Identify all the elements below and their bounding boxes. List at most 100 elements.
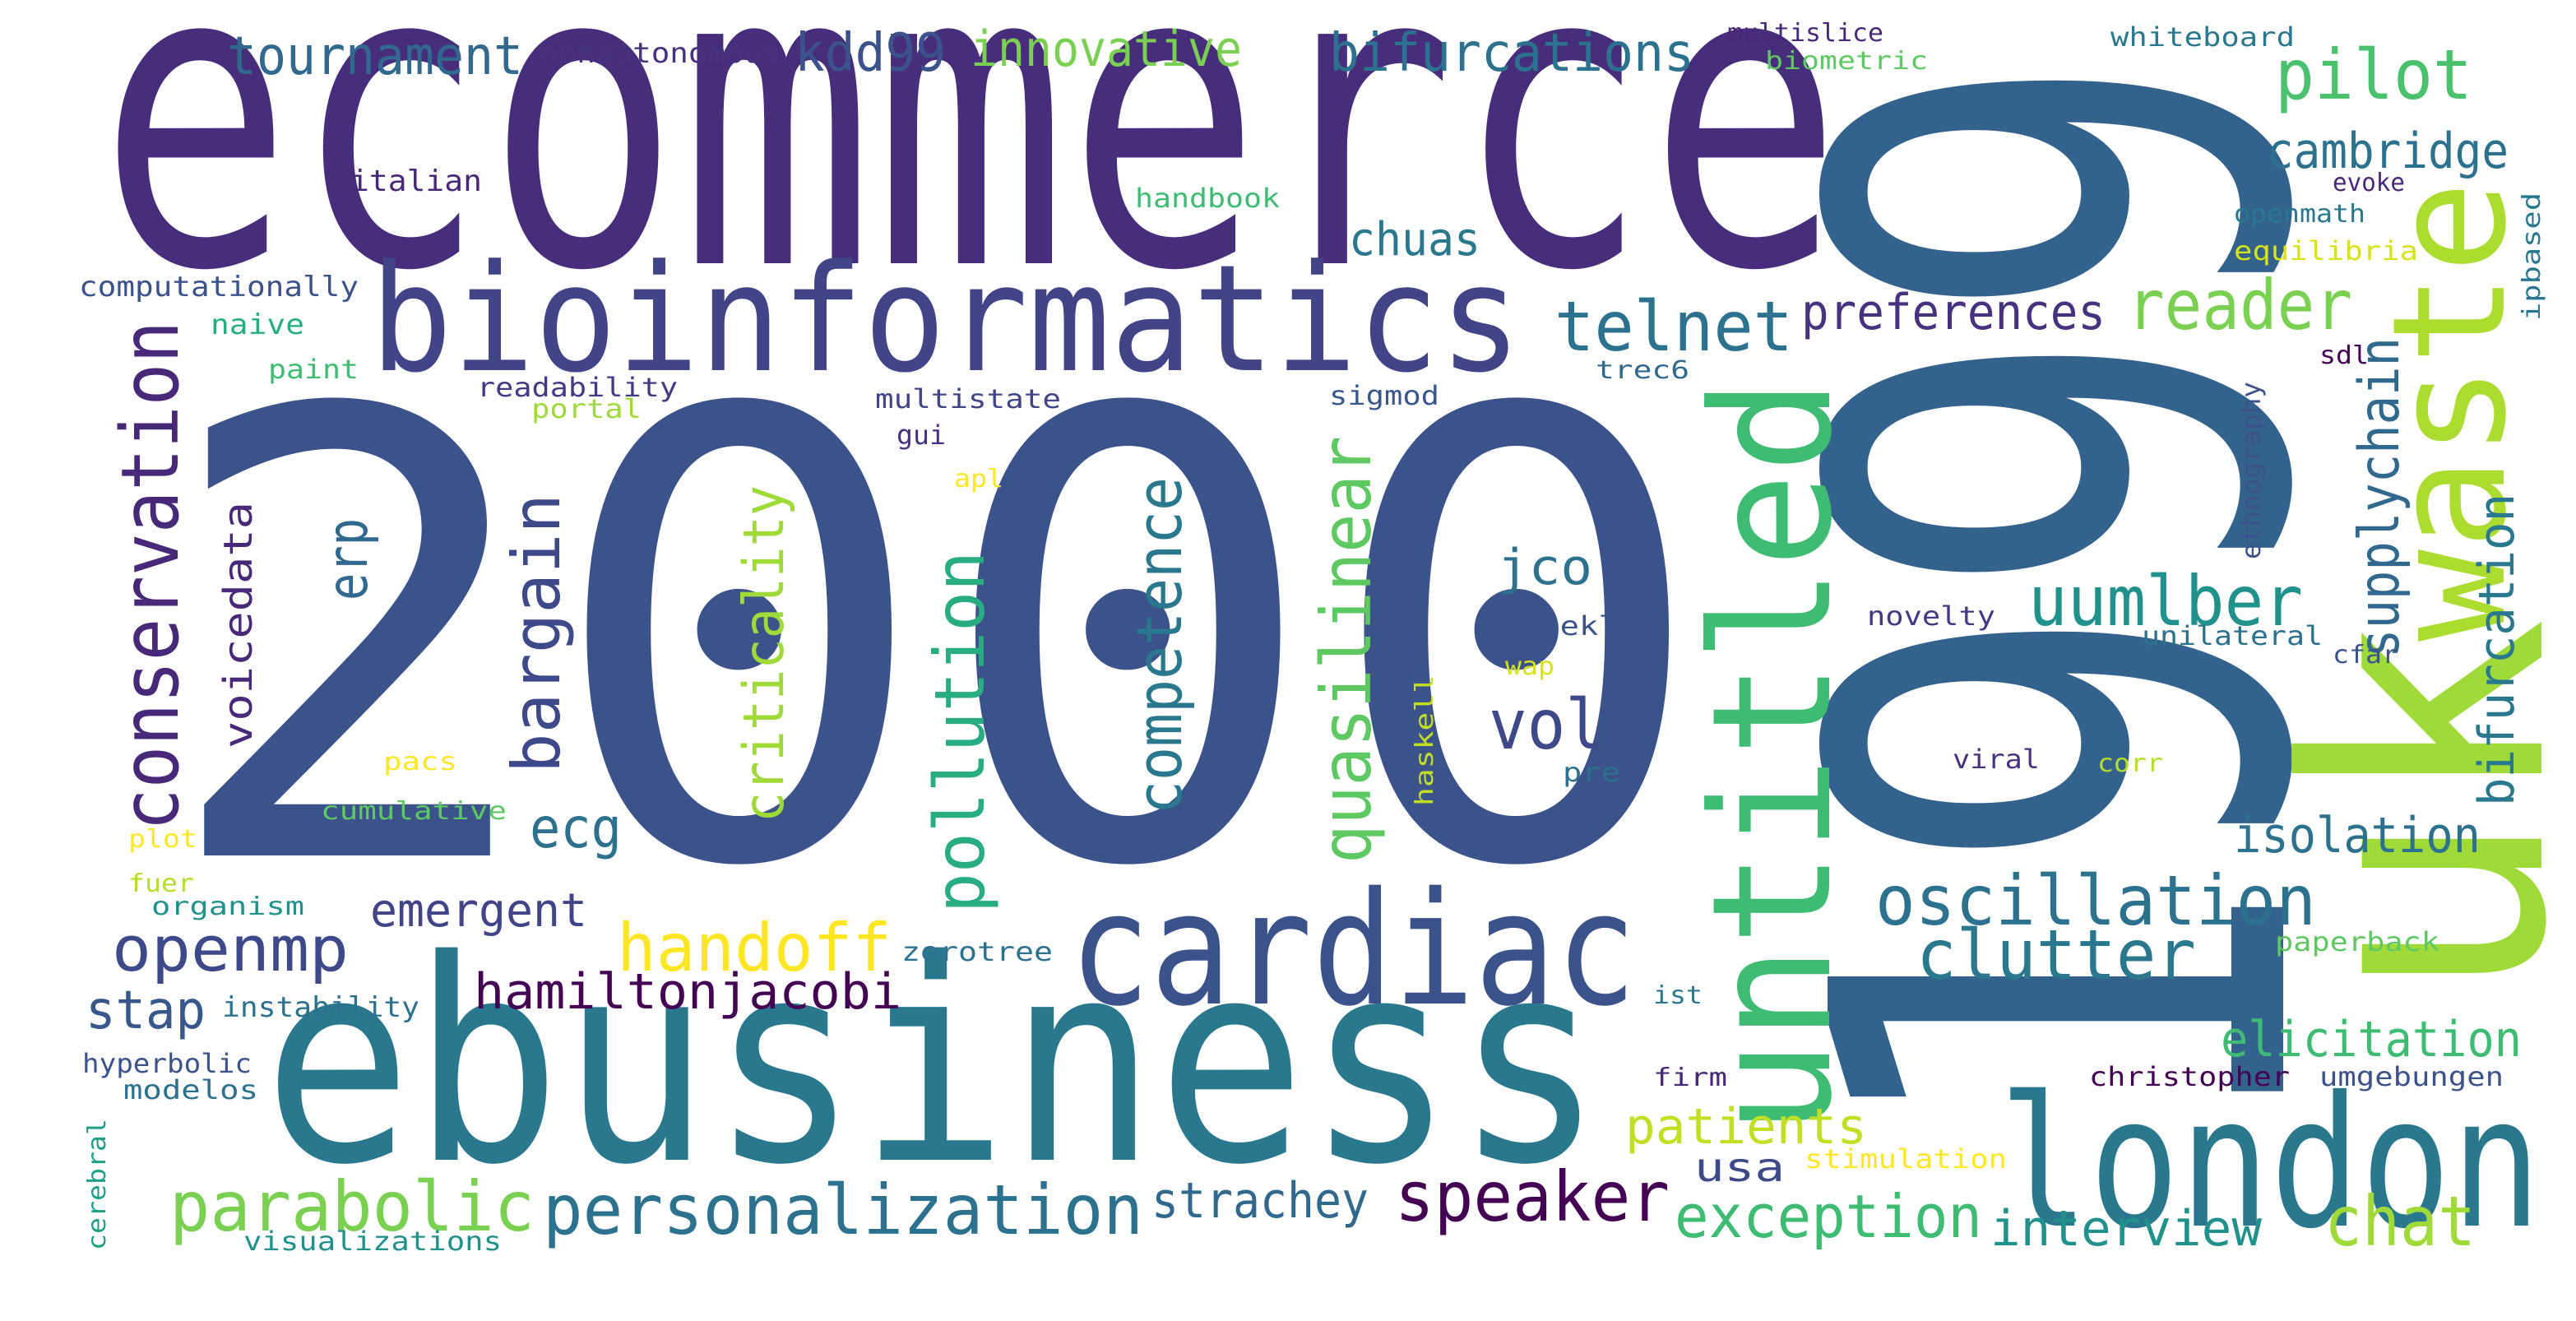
- word: tournament: [227, 26, 523, 87]
- word: voicedata: [215, 502, 262, 749]
- word: computationally: [79, 271, 359, 304]
- word: ist: [1653, 981, 1703, 1010]
- word: portal: [531, 393, 642, 424]
- word: quasilinear: [1306, 436, 1387, 864]
- word: oscillation: [1875, 860, 2316, 941]
- word: instability: [222, 991, 419, 1024]
- word: elicitation: [2221, 1011, 2522, 1068]
- word: italian: [350, 165, 482, 198]
- word: paint: [268, 354, 359, 385]
- word: firm: [1653, 1064, 1727, 1092]
- word: cambridge: [2267, 123, 2509, 180]
- word: criticality: [732, 485, 797, 823]
- word: multislice: [1727, 19, 1883, 48]
- word: vol: [1489, 684, 1604, 765]
- word: 2000: [156, 283, 1711, 1001]
- word: trec6: [1596, 356, 1689, 385]
- word: pre: [1563, 757, 1620, 788]
- word: personalization: [543, 1170, 1143, 1250]
- word: reader: [2127, 265, 2352, 345]
- word: openmp: [112, 912, 349, 985]
- word: ecg: [530, 796, 622, 861]
- word: telnet: [1554, 286, 1793, 367]
- word: pollution: [920, 551, 1000, 913]
- word: strachey: [1151, 1172, 1369, 1230]
- word: organism: [151, 892, 304, 921]
- word: bifurcation: [2468, 494, 2526, 806]
- word: uumlber: [2028, 561, 2303, 642]
- word: pilot: [2275, 35, 2472, 115]
- word: usa: [1694, 1145, 1785, 1191]
- word: fuer: [128, 869, 194, 898]
- word: waste: [2359, 181, 2541, 642]
- word: competence: [1123, 477, 1196, 814]
- word: hyperbolic: [82, 1048, 252, 1079]
- word: naive: [211, 308, 304, 341]
- word: jco: [1497, 539, 1592, 596]
- word: erp: [316, 518, 381, 600]
- word: apl: [954, 465, 1003, 494]
- word: parabolic: [169, 1166, 535, 1247]
- word: emergent: [370, 884, 587, 938]
- word: umgebungen: [2319, 1061, 2504, 1092]
- word: london: [1999, 1058, 2541, 1268]
- word: paperback: [2275, 926, 2439, 957]
- word: haskell: [1411, 674, 1439, 806]
- word: unilateral: [2142, 620, 2323, 651]
- word: wap: [1505, 652, 1554, 681]
- word: clutter: [1916, 915, 2196, 995]
- word: cumulative: [321, 797, 507, 826]
- word: stimulation: [1805, 1143, 2007, 1175]
- word: chuas: [1349, 213, 1480, 267]
- word: sdl: [2319, 341, 2369, 370]
- word: biometric: [1765, 47, 1928, 76]
- word: sigmod: [1329, 380, 1439, 411]
- word: plot: [128, 825, 197, 854]
- word: ecommerce: [99, 0, 1842, 363]
- word: pacs: [383, 748, 457, 776]
- word: bioinformatics: [370, 234, 1522, 406]
- word: patients: [1625, 1098, 1867, 1156]
- word: isolation: [2234, 807, 2481, 864]
- word: weekly: [1522, 610, 1637, 642]
- word: bifurcations: [1329, 23, 1694, 84]
- word: bargain: [498, 494, 575, 773]
- word: equilibria: [2234, 235, 2418, 267]
- word: cfar: [2333, 641, 2398, 670]
- word: supplychain: [2347, 337, 2412, 658]
- word: stap: [86, 980, 206, 1041]
- word: chat: [2324, 1181, 2476, 1262]
- word: ebusiness: [263, 901, 1604, 1226]
- word: readability: [477, 372, 678, 403]
- word: cerebral: [83, 1119, 112, 1250]
- word: ipbased: [2518, 192, 2546, 321]
- word: gui: [897, 419, 946, 451]
- word: preferences: [1801, 284, 2106, 341]
- word: christopher: [2089, 1061, 2290, 1092]
- word: novelty: [1867, 600, 1995, 632]
- word: whiteboard: [2110, 21, 2295, 53]
- word: conservation: [104, 321, 197, 831]
- word: zerotree: [901, 936, 1053, 967]
- word: 1999: [1704, 49, 2431, 1152]
- word: interview: [1990, 1200, 2263, 1258]
- word: visualizations: [243, 1226, 502, 1257]
- word: hamiltonjacobi: [474, 963, 901, 1021]
- word: nonautonomous: [540, 37, 781, 70]
- word: viral: [1953, 744, 2040, 775]
- word: evoke: [2333, 169, 2405, 197]
- word: uk: [2237, 617, 2576, 1003]
- word: untitled: [1677, 378, 1869, 1135]
- word: ethnography: [2235, 382, 2267, 559]
- word: kdd99: [795, 23, 946, 84]
- word: modelos: [123, 1074, 258, 1105]
- word: corr: [2097, 749, 2163, 778]
- word: speaker: [1395, 1156, 1670, 1237]
- word: multistate: [875, 383, 1061, 415]
- word: cardiac: [1069, 859, 1637, 1041]
- word: handbook: [1135, 183, 1280, 214]
- word: openmath: [2234, 200, 2365, 229]
